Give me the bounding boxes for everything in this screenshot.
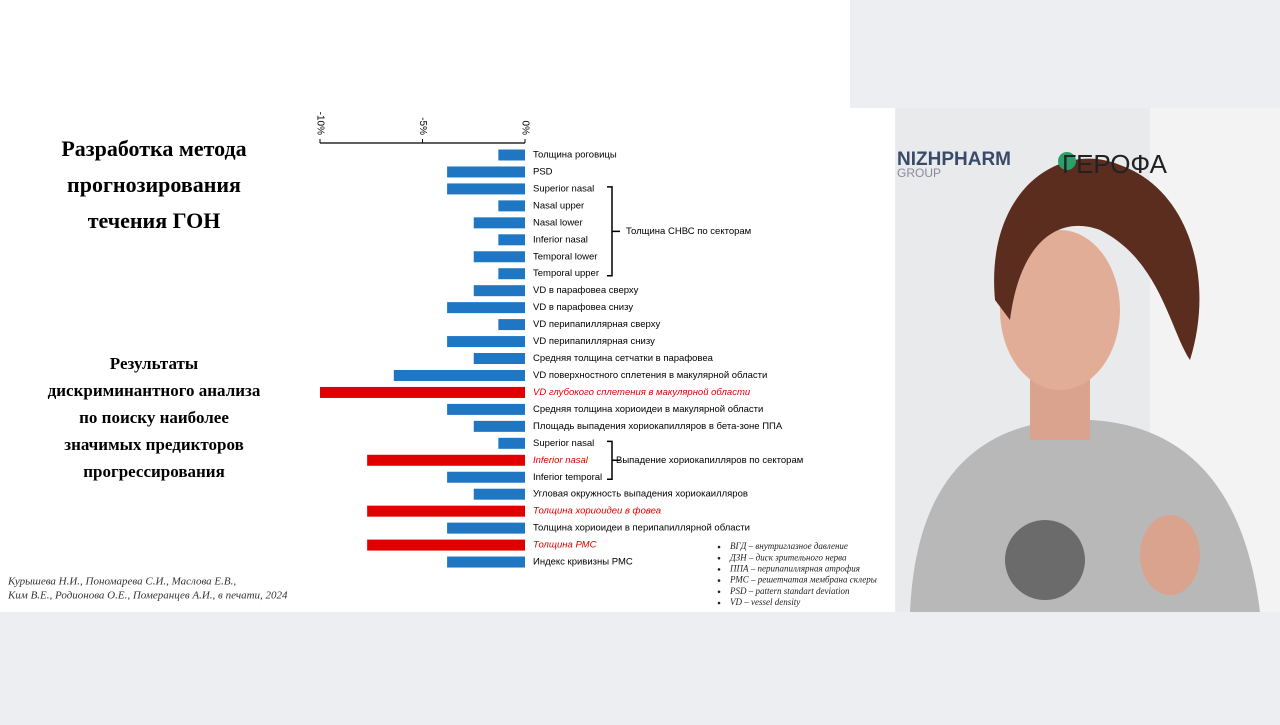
note: PSD – pattern standart deviation: [729, 586, 850, 596]
category-label: Superior nasal: [533, 438, 594, 449]
brooch: [1005, 520, 1085, 600]
annotation: Толщина СНВС по секторам: [626, 226, 751, 237]
subtitle-line: значимых предикторов: [64, 435, 244, 454]
citation-line: Ким В.Е., Родионова О.Е., Померанцев А.И…: [7, 590, 288, 602]
x-tick-label: -5%: [417, 117, 428, 135]
person-hair: [994, 158, 1200, 360]
bar: [473, 217, 525, 229]
category-label: Inferior nasal: [533, 455, 589, 466]
logo-icon: [1058, 152, 1076, 170]
bar: [498, 437, 525, 449]
bracket: [607, 186, 620, 277]
category-label: Inferior temporal: [533, 472, 602, 483]
chart: -10% -5% 0% Толщина роговицы PSD Superior nas…: [314, 112, 803, 568]
category-label: Толщина хориоидеи в фовеа: [533, 506, 661, 517]
category-label: VD в парафовеа снизу: [533, 302, 633, 313]
category-label: Толщина РМС: [533, 540, 597, 551]
bar: [367, 454, 525, 466]
bar: [473, 251, 525, 263]
category-label: Temporal upper: [533, 268, 599, 279]
category-label: VD перипапиллярная сверху: [533, 319, 660, 330]
category-label: VD в парафовеа сверху: [533, 285, 639, 296]
category-label: Inferior nasal: [533, 234, 588, 245]
category-label: VD перипапиллярная снизу: [533, 336, 655, 347]
bar: [498, 234, 525, 246]
x-tick-label: -10%: [314, 112, 325, 135]
category-label: Средняя толщина хориоидеи в макулярной о…: [533, 404, 763, 415]
citation-line: Курышева Н.И., Пономарева С.И., Маслова …: [7, 576, 236, 588]
bar: [447, 183, 525, 195]
category-label: Temporal lower: [533, 251, 597, 262]
note: VD – vessel density: [730, 597, 800, 607]
title-line: прогнозирования: [67, 172, 241, 197]
person-face: [1000, 230, 1120, 390]
category-label: VD глубокого сплетения в макулярной обла…: [533, 387, 751, 398]
note: РМС – решетчатая мембрана склеры: [729, 575, 877, 585]
x-tick-label: 0%: [519, 121, 530, 136]
note: ППА – перипапиллярная атрофия: [729, 563, 860, 573]
bar: [473, 488, 525, 500]
subtitle-line: прогрессирования: [83, 462, 225, 481]
category-label: Средняя толщина сетчатки в парафовеа: [533, 353, 714, 364]
bar: [447, 166, 525, 178]
category-label: Superior nasal: [533, 183, 594, 194]
title-line: течения ГОН: [88, 208, 221, 233]
bar: [498, 200, 525, 212]
person-hand: [1140, 515, 1200, 595]
logo-gerofarm: ГЕРОФА: [1062, 149, 1168, 179]
bar: [393, 369, 525, 381]
citation: Курышева Н.И., Пономарева С.И., Маслова …: [7, 576, 288, 602]
logo-nizhpharm: NIZHPHARM: [897, 149, 1011, 170]
bar: [498, 149, 525, 161]
subtitle-line: Результаты: [110, 354, 198, 373]
bar: [447, 556, 525, 568]
bar: [447, 302, 525, 314]
note: ВГД – внутриглазное давление: [730, 541, 848, 551]
category-label: PSD: [533, 166, 553, 177]
bullet: [717, 590, 721, 594]
bullet: [717, 545, 721, 549]
category-label: Угловая окружность выпадения хориокаилля…: [533, 489, 748, 500]
bullet: [717, 568, 721, 571]
bar: [320, 386, 525, 398]
bar: [447, 336, 525, 348]
bar: [367, 505, 525, 517]
bracket: [607, 440, 620, 480]
category-label: Индекс кривизны РМС: [533, 557, 633, 568]
background-top: [0, 0, 850, 108]
category-label: Nasal upper: [533, 200, 584, 211]
category-label: Nasal lower: [533, 217, 583, 228]
bar: [498, 319, 525, 331]
category-label: Толщина хориоидеи в перипапиллярной обла…: [533, 523, 750, 534]
slide-title: Разработка метода прогнозирования течения …: [61, 136, 246, 233]
bar: [498, 268, 525, 280]
bullet: [717, 579, 721, 582]
bar: [447, 403, 525, 415]
bar: [447, 522, 525, 534]
logo-group: GROUP: [897, 166, 941, 180]
title-line: Разработка метода: [61, 136, 246, 161]
note: ДЗН – диск зрительного нерва: [729, 552, 847, 562]
category-label: VD поверхностного сплетения в макулярной…: [533, 370, 767, 381]
category-label: Площадь выпадения хориокапилляров в бета…: [533, 421, 783, 432]
category-label: Толщина роговицы: [533, 150, 617, 161]
slide-subtitle: Результаты дискриминантного анализа по пои…: [48, 354, 261, 481]
bar: [447, 471, 525, 483]
bullet: [717, 556, 721, 560]
bar: [473, 353, 525, 365]
bullet: [717, 601, 721, 605]
subtitle-line: дискриминантного анализа: [48, 381, 261, 400]
bar: [473, 420, 525, 432]
bar: [367, 539, 525, 551]
annotation: Выпадение хориокапилляров по секторам: [616, 455, 803, 466]
bar: [473, 285, 525, 297]
subtitle-line: по поиску наиболее: [79, 408, 229, 427]
